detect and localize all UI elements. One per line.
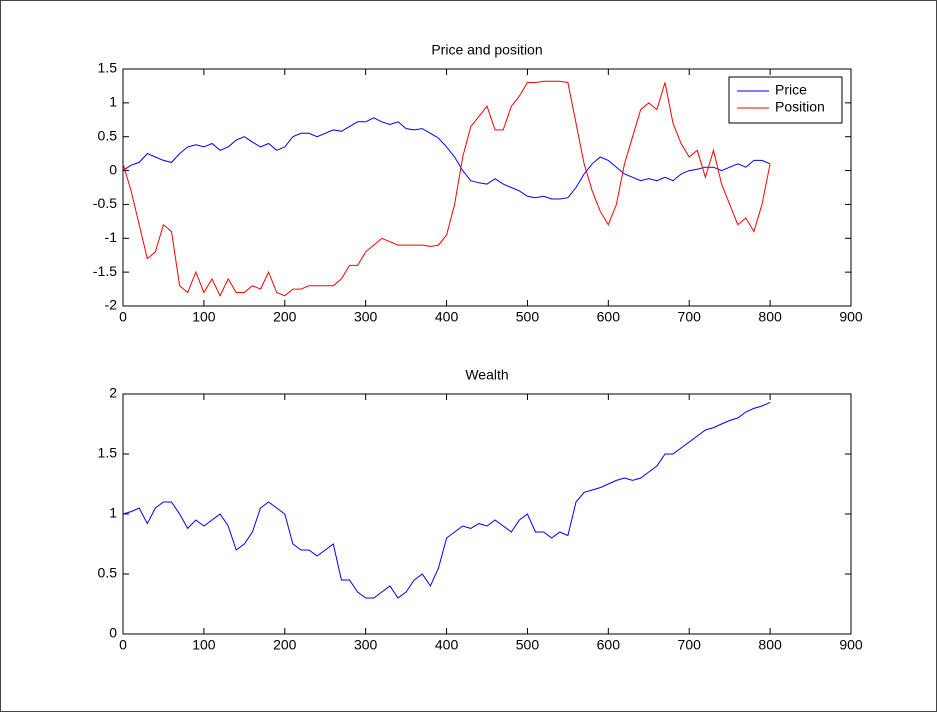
y-tick-label: 1 — [109, 94, 117, 110]
x-tick-label: 800 — [758, 637, 782, 653]
chart-title: Price and position — [431, 42, 542, 58]
x-tick-label: 400 — [435, 309, 459, 325]
legend-label: Price — [775, 82, 807, 98]
x-tick-label: 300 — [354, 637, 378, 653]
data-line — [122, 80, 771, 297]
data-line — [122, 117, 771, 200]
x-tick-label: 200 — [273, 637, 297, 653]
x-tick-label: 0 — [119, 637, 127, 653]
x-tick-label: 300 — [354, 309, 378, 325]
y-tick-label: -1.5 — [93, 263, 117, 279]
x-tick-label: 900 — [839, 637, 863, 653]
y-tick-label: 1.5 — [98, 60, 118, 76]
y-tick-label: -1 — [105, 229, 118, 245]
x-tick-label: 200 — [273, 309, 297, 325]
y-tick-label: -0.5 — [93, 195, 117, 211]
y-tick-label: 0.5 — [98, 565, 118, 581]
x-tick-label: 500 — [516, 309, 540, 325]
x-tick-label: 900 — [839, 309, 863, 325]
x-tick-label: 800 — [758, 309, 782, 325]
y-tick-label: 0 — [109, 625, 117, 641]
x-tick-label: 700 — [678, 309, 702, 325]
y-tick-label: 0.5 — [98, 127, 118, 143]
x-tick-label: 400 — [435, 637, 459, 653]
y-tick-label: 1.5 — [98, 445, 118, 461]
chart-title: Wealth — [465, 367, 508, 383]
legend-box — [728, 76, 843, 124]
x-tick-label: 600 — [597, 637, 621, 653]
y-tick-label: -2 — [105, 297, 118, 313]
legend-label: Position — [775, 99, 825, 115]
x-tick-label: 100 — [192, 309, 216, 325]
x-tick-label: 500 — [516, 637, 540, 653]
y-tick-label: 2 — [109, 385, 117, 401]
data-line — [122, 401, 771, 599]
y-tick-label: 0 — [109, 161, 117, 177]
plot-area — [122, 393, 852, 635]
x-tick-label: 100 — [192, 637, 216, 653]
x-tick-label: 0 — [119, 309, 127, 325]
y-tick-label: 1 — [109, 505, 117, 521]
x-tick-label: 700 — [678, 637, 702, 653]
x-tick-label: 600 — [597, 309, 621, 325]
